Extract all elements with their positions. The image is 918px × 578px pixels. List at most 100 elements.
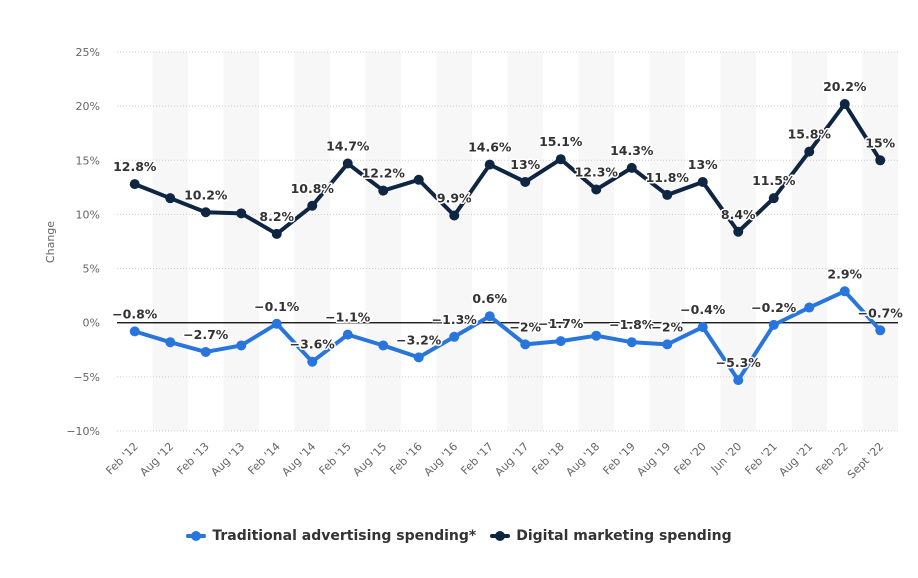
data-point[interactable]: [271, 228, 282, 239]
data-point[interactable]: [378, 185, 389, 196]
y-tick-label: 15%: [76, 154, 100, 167]
data-point[interactable]: [165, 193, 176, 204]
data-point[interactable]: [591, 330, 602, 341]
y-tick-label: 0%: [83, 317, 100, 330]
data-point[interactable]: [484, 159, 495, 170]
data-point[interactable]: [342, 158, 353, 169]
data-point[interactable]: [484, 311, 495, 322]
data-labels: −0.8%−2.7%−0.1%−3.6%−1.1%−3.2%−1.3%0.6%−…: [111, 77, 905, 371]
y-axis-ticks: 25% 20% 15% 10% 5% 0% −5% −10%: [66, 46, 100, 438]
data-point[interactable]: [697, 322, 708, 333]
data-point[interactable]: [662, 339, 673, 350]
data-point[interactable]: [697, 176, 708, 187]
column-band: [294, 52, 330, 431]
data-point[interactable]: [271, 318, 282, 329]
data-point[interactable]: [520, 339, 531, 350]
data-point[interactable]: [626, 162, 637, 173]
data-label: −3.6%: [290, 337, 336, 352]
data-point[interactable]: [733, 375, 744, 386]
x-tick-label: Aug '16: [421, 440, 460, 479]
x-tick-label: Aug '18: [563, 440, 602, 479]
column-bands: [152, 52, 898, 431]
data-point[interactable]: [626, 337, 637, 348]
data-point[interactable]: [662, 189, 673, 200]
data-label: 13%: [510, 157, 540, 172]
data-point[interactable]: [307, 200, 318, 211]
x-tick-label: Feb '15: [316, 440, 353, 477]
gridlines: [117, 51, 898, 432]
series-lines: [129, 98, 886, 386]
x-tick-label: Aug '17: [492, 440, 531, 479]
data-point[interactable]: [839, 286, 850, 297]
data-point[interactable]: [591, 184, 602, 195]
y-tick-label: 10%: [76, 208, 100, 221]
y-tick-label: 25%: [76, 46, 100, 59]
data-point[interactable]: [875, 325, 886, 336]
data-label: 14.7%: [326, 139, 370, 154]
column-band: [436, 52, 472, 431]
data-point[interactable]: [378, 340, 389, 351]
x-tick-label: Sept '22: [845, 440, 886, 481]
x-tick-label: Feb '12: [103, 440, 140, 477]
data-point[interactable]: [236, 208, 247, 219]
data-label: 12.3%: [575, 165, 619, 180]
data-label: 8.4%: [721, 207, 756, 222]
x-tick-label: Aug '15: [350, 440, 389, 479]
data-point[interactable]: [236, 340, 247, 351]
data-point[interactable]: [555, 154, 566, 165]
data-label: 20.2%: [823, 79, 867, 94]
series-line-traditional: [132, 289, 883, 383]
data-label: −3.2%: [396, 332, 442, 347]
legend-item-digital[interactable]: Digital marketing spending: [490, 528, 732, 544]
data-label: −0.1%: [254, 299, 300, 314]
data-label: 15.8%: [788, 127, 832, 142]
data-label: 8.2%: [259, 209, 294, 224]
data-point[interactable]: [165, 337, 176, 348]
series-line-digital: [132, 101, 883, 236]
data-point[interactable]: [520, 176, 531, 187]
data-point[interactable]: [733, 226, 744, 237]
data-point[interactable]: [875, 155, 886, 166]
x-tick-label: Aug '14: [279, 440, 318, 479]
data-label: −2%: [651, 319, 683, 334]
legend-marker-digital-icon: [490, 530, 511, 542]
data-label: −1.7%: [538, 316, 584, 331]
data-point[interactable]: [449, 210, 460, 221]
column-band: [507, 52, 543, 431]
data-label: −0.2%: [751, 300, 797, 315]
data-point[interactable]: [307, 356, 318, 367]
data-point[interactable]: [200, 346, 211, 357]
legend-marker-traditional-icon: [186, 530, 207, 542]
data-point[interactable]: [413, 174, 424, 185]
data-label: 12.8%: [113, 159, 157, 174]
column-band: [791, 52, 827, 431]
data-point[interactable]: [449, 331, 460, 342]
x-tick-label: Feb '17: [458, 440, 495, 477]
column-band: [223, 52, 259, 431]
data-label: −0.7%: [858, 305, 904, 320]
x-tick-label: Aug '21: [776, 440, 815, 479]
data-point[interactable]: [555, 336, 566, 347]
data-point[interactable]: [839, 98, 850, 109]
legend-item-traditional[interactable]: Traditional advertising spending*: [186, 528, 476, 544]
column-band: [365, 52, 401, 431]
column-band: [578, 52, 614, 431]
data-label: −5.3%: [716, 355, 762, 370]
data-point[interactable]: [804, 146, 815, 157]
legend-label-traditional: Traditional advertising spending*: [212, 528, 477, 544]
data-point[interactable]: [342, 329, 353, 340]
data-label: 10.2%: [184, 187, 228, 202]
data-point[interactable]: [129, 179, 140, 190]
data-label: 11.5%: [752, 173, 796, 188]
data-label: 0.6%: [472, 291, 507, 306]
data-point[interactable]: [413, 352, 424, 363]
data-point[interactable]: [129, 326, 140, 337]
data-point[interactable]: [200, 207, 211, 218]
legend-label-digital: Digital marketing spending: [516, 528, 732, 544]
data-point[interactable]: [768, 193, 779, 204]
data-point[interactable]: [804, 302, 815, 313]
data-point[interactable]: [768, 319, 779, 330]
data-label: −1.8%: [609, 317, 655, 332]
data-label: 9.9%: [437, 191, 472, 206]
